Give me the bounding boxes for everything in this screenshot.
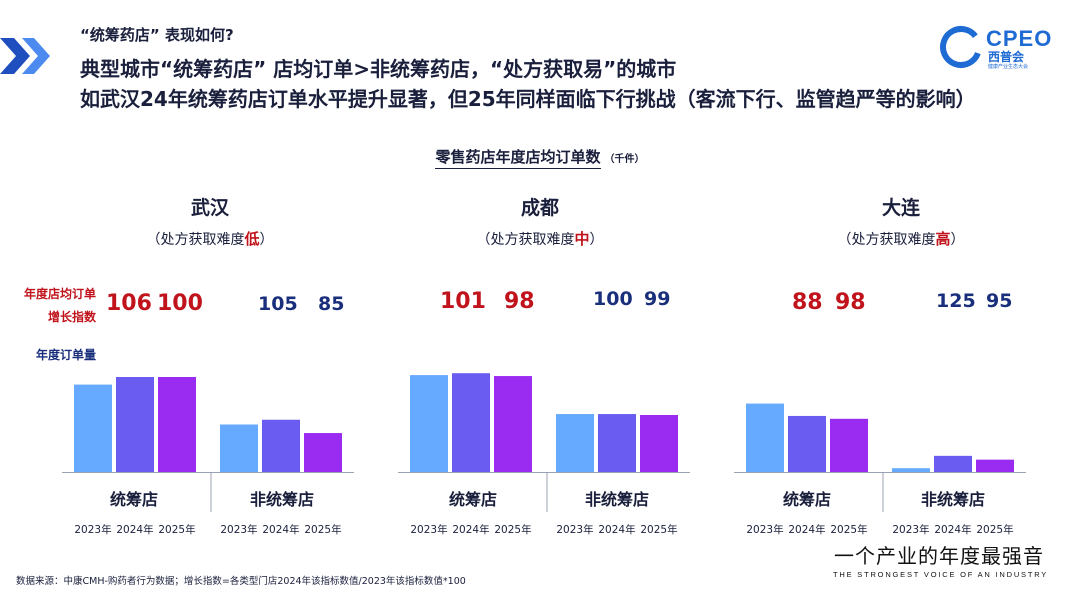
year-tick-label: 2025年: [304, 524, 342, 536]
header-title-line1: 典型城市“统筹药店” 店均订单>非统筹药店，“处方获取易”的城市: [80, 57, 677, 81]
index-dalian-fei-2024: 125: [936, 290, 976, 312]
year-tick-label: 2025年: [976, 524, 1014, 536]
year-tick-label: 2023年: [410, 524, 448, 536]
bar-city0-group0-year0: [74, 384, 112, 472]
difficulty-level-chengdu: 中: [574, 230, 590, 248]
city-name-dalian: 大连: [881, 197, 920, 219]
bar-city0-group1-year0: [220, 424, 258, 472]
chart-title: 零售药店年度店均订单数 （千件）: [0, 146, 1080, 169]
bar-city0-group0-year2: [158, 377, 196, 472]
index-chengdu-fei-2024: 100: [593, 288, 633, 310]
year-tick-label: 2024年: [116, 524, 154, 536]
index-dalian-tongchou-2025: 98: [835, 290, 866, 315]
year-tick-label: 2025年: [494, 524, 532, 536]
bar-city2-group1-year1: [934, 455, 972, 472]
year-tick-label: 2024年: [598, 524, 636, 536]
year-tick-label: 2023年: [892, 524, 930, 536]
bar-city1-group0-year1: [452, 373, 490, 472]
index-row-label-2: 增长指数: [47, 310, 96, 324]
year-tick-label: 2025年: [640, 524, 678, 536]
bar-city2-group1-year0: [892, 468, 930, 472]
year-tick-label: 2025年: [158, 524, 196, 536]
logo-ring-icon: [940, 26, 982, 68]
group-label-wuhan-fei: 非统筹店: [249, 490, 314, 509]
cpeo-logo: CPEO 西普会 健康产业生态大会: [938, 24, 1062, 74]
chevron-decoration-icon: [0, 38, 50, 74]
logo-tagline: 健康产业生态大会: [988, 64, 1029, 70]
index-wuhan-tongchou-2024: 106: [106, 291, 152, 316]
bar-city2-group0-year0: [746, 403, 784, 472]
index-dalian-tongchou-2024: 88: [792, 290, 823, 315]
bar-city1-group0-year0: [410, 375, 448, 472]
year-tick-label: 2023年: [74, 524, 112, 536]
group-label-dalian-fei: 非统筹店: [920, 490, 985, 509]
bar-city2-group0-year1: [788, 415, 826, 472]
bar-city2-group0-year2: [830, 418, 868, 472]
volume-row-label: 年度订单量: [35, 348, 96, 362]
bar-city1-group1-year0: [556, 414, 594, 472]
logo-cn-name: 西普会: [988, 50, 1025, 64]
chart-unit: （千件）: [604, 154, 645, 165]
group-label-chengdu-fei: 非统筹店: [584, 490, 649, 509]
logo-wordmark: CPEO: [986, 26, 1053, 51]
difficulty-wuhan: （处方获取难度低）: [146, 230, 274, 248]
year-tick-label: 2023年: [220, 524, 258, 536]
index-wuhan-fei-2024: 105: [258, 293, 298, 315]
index-chengdu-tongchou-2024: 101: [440, 289, 486, 314]
city-name-chengdu: 成都: [520, 197, 559, 219]
difficulty-level-wuhan: 低: [244, 230, 260, 248]
year-tick-label: 2024年: [788, 524, 826, 536]
bar-city0-group0-year1: [116, 377, 154, 472]
bar-city1-group0-year2: [494, 376, 532, 472]
header-subtitle: “统筹药店” 表现如何?: [80, 26, 234, 44]
data-source-note: 数据来源：中康CMH-购药者行为数据；增长指数=各类型门店2024年该指标数值/…: [16, 576, 466, 587]
index-dalian-fei-2025: 95: [986, 290, 1013, 312]
index-wuhan-tongchou-2025: 100: [157, 291, 203, 316]
year-tick-label: 2024年: [452, 524, 490, 536]
index-row-label-1: 年度店均订单: [23, 287, 96, 301]
group-label-chengdu-tongchou: 统筹店: [448, 490, 497, 509]
year-tick-label: 2023年: [556, 524, 594, 536]
bar-city1-group1-year2: [640, 415, 678, 472]
slogan-english: THE STRONGEST VOICE OF AN INDUSTRY: [833, 570, 1049, 579]
group-label-dalian-tongchou: 统筹店: [782, 490, 831, 509]
bar-city0-group1-year1: [262, 419, 300, 472]
difficulty-dalian: （处方获取难度高）: [837, 230, 965, 248]
difficulty-chengdu: （处方获取难度中）: [476, 230, 604, 248]
bar-city0-group1-year2: [304, 433, 342, 472]
header-title-line2: 如武汉24年统筹药店订单水平提升显著，但25年同样面临下行挑战（客流下行、监管趋…: [80, 87, 976, 111]
index-chengdu-fei-2025: 99: [644, 288, 671, 310]
difficulty-level-dalian: 高: [935, 230, 951, 248]
city-name-wuhan: 武汉: [190, 197, 229, 219]
index-chengdu-tongchou-2025: 98: [504, 289, 535, 314]
year-tick-label: 2023年: [746, 524, 784, 536]
year-tick-label: 2024年: [934, 524, 972, 536]
group-label-wuhan-tongchou: 统筹店: [109, 490, 158, 509]
index-wuhan-fei-2025: 85: [318, 293, 345, 315]
slogan: 一个产业的年度最强音: [834, 544, 1044, 568]
chart-title-text: 零售药店年度店均订单数: [435, 148, 601, 169]
bar-city2-group1-year2: [976, 459, 1014, 472]
year-tick-label: 2025年: [830, 524, 868, 536]
year-tick-label: 2024年: [262, 524, 300, 536]
bar-city1-group1-year1: [598, 414, 636, 472]
